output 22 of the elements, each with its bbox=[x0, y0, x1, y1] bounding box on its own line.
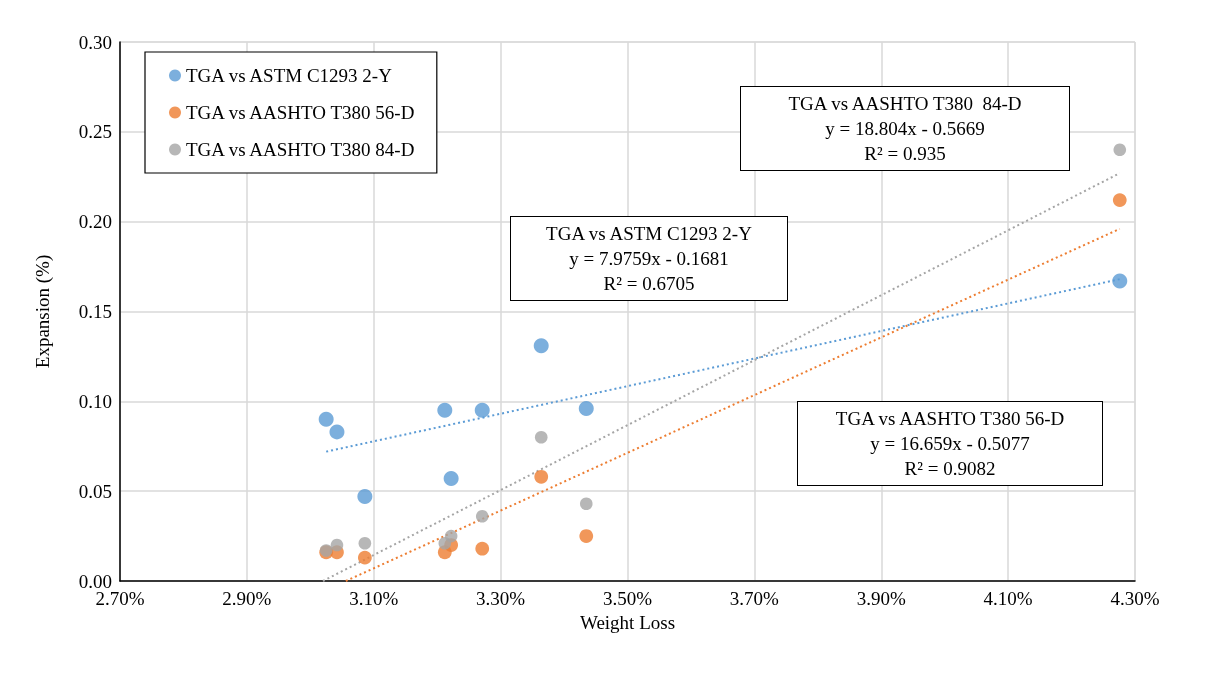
y-tick-label: 0.20 bbox=[78, 211, 112, 233]
legend-label: TGA vs ASTM C1293 2-Y bbox=[186, 65, 393, 86]
x-axis-title: Weight Loss bbox=[579, 611, 676, 633]
x-tick-label: 3.90% bbox=[856, 588, 906, 609]
x-tick-label: 3.50% bbox=[602, 588, 653, 609]
x-tick-label: 3.70% bbox=[729, 588, 780, 609]
x-tick-label: 4.10% bbox=[983, 588, 1033, 609]
x-tick-label: 3.10% bbox=[349, 588, 399, 609]
y-tick-label: 0.05 bbox=[78, 480, 112, 502]
y-axis-title: Expansion (%) bbox=[32, 254, 54, 369]
y-tick-label: 0.10 bbox=[78, 390, 112, 412]
x-tick-label: 3.30% bbox=[476, 588, 526, 609]
note-box: TGA vs AASHTO T380 56-D y = 16.659x - 0.5077 R² = 0.9082 bbox=[797, 401, 1103, 486]
y-tick-label: 0.15 bbox=[78, 301, 112, 322]
note-box: TGA vs AASHTO T380 84-D y = 18.804x - 0.5669 R² = 0.935 bbox=[740, 86, 1070, 171]
y-tick-label: 0.25 bbox=[78, 121, 112, 143]
legend-label: TGA vs AASHTO T380 84-D bbox=[186, 139, 415, 160]
legend-label: TGA vs AASHTO T380 56-D bbox=[186, 102, 415, 123]
note-box: TGA vs ASTM C1293 2-Y y = 7.9759x - 0.1681 R² = 0.6705 bbox=[510, 216, 788, 301]
y-tick-label: 0.30 bbox=[78, 31, 112, 53]
x-tick-label: 2.90% bbox=[222, 588, 272, 609]
x-tick-label: 4.30% bbox=[1110, 588, 1160, 609]
